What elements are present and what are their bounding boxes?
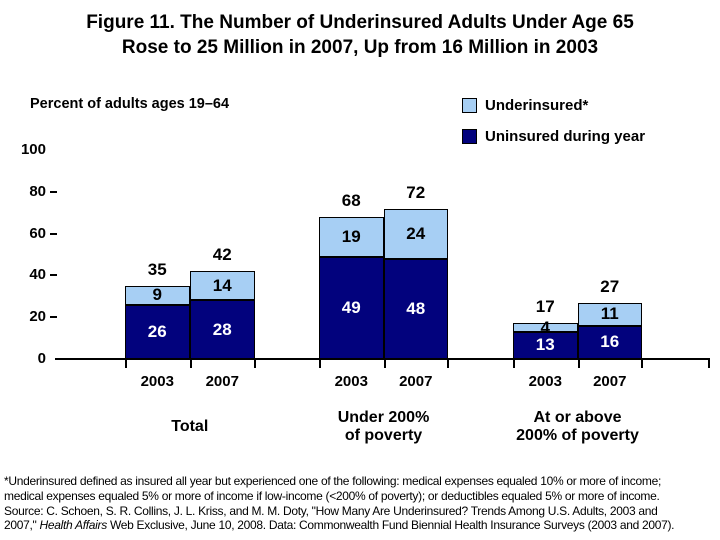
bar-total-label: 68 [341,190,361,210]
x-axis-tick [125,359,127,368]
group-label-line: Under 200% [337,408,430,426]
bar-year-label: 2003 [140,373,174,390]
bar-year-label: 2007 [593,373,627,390]
figure-title-line1: Figure 11. The Number of Underinsured Ad… [86,12,634,33]
x-axis-tick [253,359,256,368]
y-tick-mark [50,316,57,319]
legend-swatch-underinsured [462,97,477,113]
y-tick-label: 100 [20,141,46,158]
bar-segment-underinsured: 14 [190,271,255,301]
bar-total-label: 72 [406,182,426,202]
bar-total-label: 42 [212,245,232,265]
bar-year-label: 2007 [399,373,433,390]
x-axis-line [55,358,710,360]
y-tick-mark [50,232,57,235]
bar-year-label: 2003 [334,373,368,390]
y-tick-label: 40 [29,266,46,284]
y-axis-caption: Percent of adults ages 19–64 [30,96,230,112]
footnote-text: Source: C. Schoen, S. R. Collins, J. L. … [4,503,658,518]
bar-segment-underinsured: 9 [125,285,190,305]
footnote-italic-text: Health Affairs [39,518,108,533]
y-tick-label: 60 [29,224,46,242]
bar-segment-uninsured: 48 [383,258,448,359]
bar-total-label: 27 [600,276,620,296]
bar-segment-underinsured: 4 [513,318,578,337]
group-label: Under 200% of poverty [274,406,494,448]
legend-item-underinsured: Underinsured* [462,95,645,115]
bar-year-label: 2003 [528,373,562,390]
bar-segment-underinsured: 11 [577,302,642,326]
footnote: *Underinsured defined as insured all yea… [4,474,718,533]
figure-title: Figure 11. The Number of Underinsured Ad… [10,10,710,60]
bar-segment-underinsured: 24 [383,208,448,259]
bar-total-label: 17 [535,297,555,317]
x-axis-tick [319,359,321,368]
y-tick-label: 20 [29,308,46,326]
bar-segment-underinsured: 19 [319,216,384,257]
bar-segment-uninsured: 16 [577,325,642,359]
group-label-line: At or above [533,408,622,426]
footnote-line: Source: C. Schoen, S. R. Collins, J. L. … [4,504,718,519]
footnote-text: Web Exclusive, June 10, 2008. Data: Comm… [106,518,675,533]
group-label-line: Total [171,417,209,435]
y-tick-mark [50,190,57,193]
footnote-text: 2007," [4,518,40,533]
bar-year-label: 2007 [205,373,239,390]
x-axis-tick [513,359,515,368]
x-axis-tick [641,359,643,368]
y-tick-mark [50,274,57,277]
y-tick-label: 80 [29,182,46,200]
bar-segment-uninsured: 49 [319,256,384,359]
footnote-line: medical expenses equaled 5% or more of i… [4,489,718,504]
legend-item-uninsured: Uninsured during year [462,126,645,146]
group-label: Total [80,406,300,448]
bar-segment-uninsured: 28 [190,300,255,359]
x-axis-tick [447,359,449,368]
footnote-line: *Underinsured defined as insured all yea… [4,474,718,489]
legend-swatch-uninsured [462,128,477,144]
group-label-line: 200% of poverty [516,427,639,444]
x-axis-tick [383,359,386,368]
x-axis-tick [190,359,192,368]
bar-segment-uninsured: 26 [125,304,190,359]
group-label-line: of poverty [344,427,423,444]
footnote-line: 2007," Health Affairs Web Exclusive, Jun… [4,518,718,533]
legend-label-underinsured: Underinsured* [485,96,589,114]
figure-title-line2: Rose to 25 Million in 2007, Up from 16 M… [121,37,599,58]
footnote-text: *Underinsured defined as insured all yea… [4,474,661,488]
bar-total-label: 35 [147,259,167,279]
x-axis-tick [708,359,710,368]
y-tick-label: 0 [37,350,46,367]
legend-label-uninsured: Uninsured during year [485,127,646,145]
x-axis-tick [577,359,580,368]
group-label: At or above 200% of poverty [468,406,688,448]
chart-legend: Underinsured* Uninsured during year [462,95,645,157]
footnote-text: medical expenses equaled 5% or more of i… [4,488,660,503]
